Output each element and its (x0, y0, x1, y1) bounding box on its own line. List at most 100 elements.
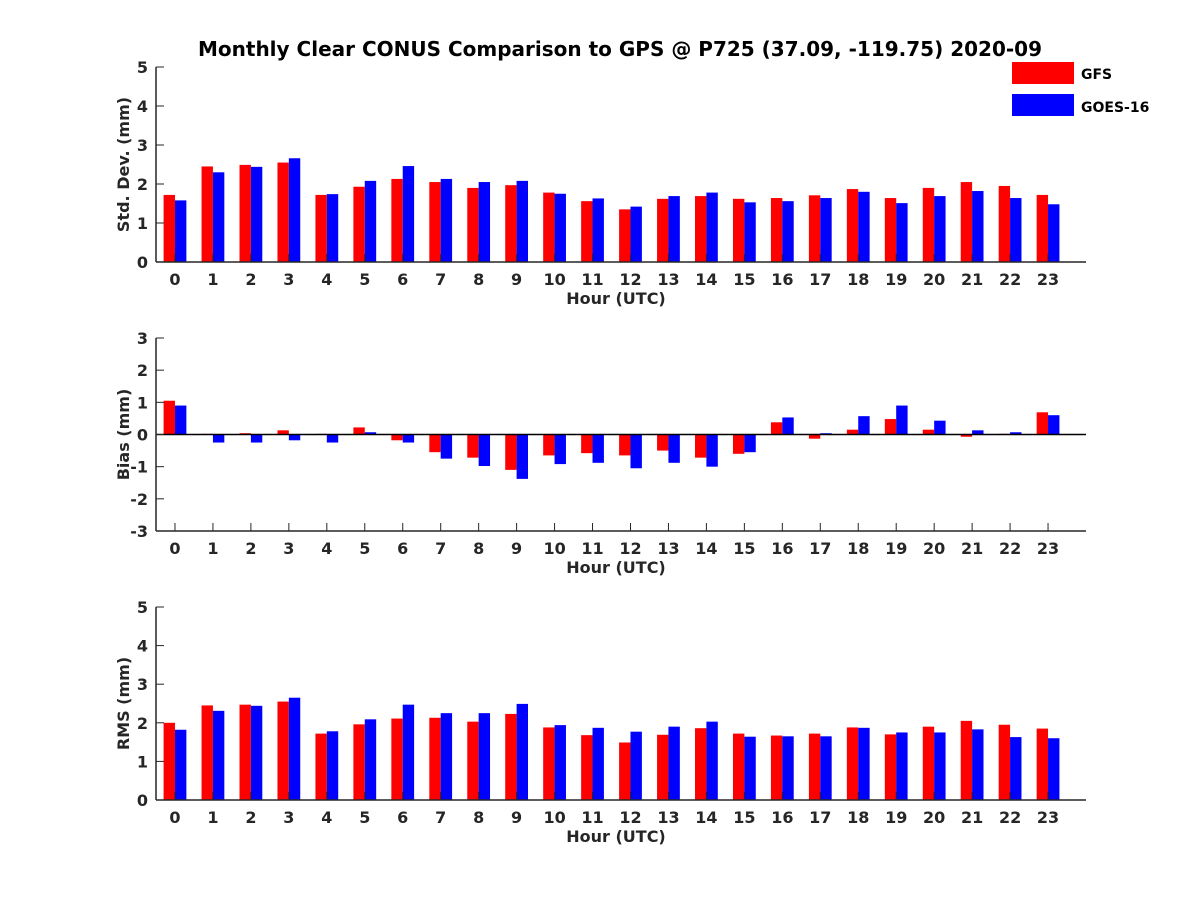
bar-1-gfs-12 (619, 434, 631, 456)
bar-1-goes16-23 (1048, 415, 1060, 435)
xtick-label-1-21: 21 (961, 539, 983, 558)
xtick-label-1-7: 7 (435, 539, 446, 558)
bar-0-goes16-7 (440, 178, 453, 262)
ytick-label-0-0: 0 (137, 253, 148, 272)
xtick-label-2-23: 23 (1037, 808, 1059, 827)
bar-2-goes16-8 (478, 713, 491, 800)
bar-0-goes16-12 (630, 206, 642, 262)
bar-0-gfs-14 (695, 196, 707, 262)
xlabel-0: Hour (UTC) (566, 289, 666, 308)
xtick-label-0-0: 0 (169, 270, 180, 289)
bar-2-gfs-8 (467, 721, 479, 800)
xtick-label-0-1: 1 (207, 270, 218, 289)
ytick-label-1-4: 1 (137, 393, 148, 412)
bar-0-gfs-21 (960, 182, 973, 262)
bar-2-goes16-2 (250, 705, 263, 800)
xtick-label-0-5: 5 (359, 270, 370, 289)
bar-2-gfs-10 (543, 727, 555, 800)
bar-2-goes16-18 (858, 727, 870, 800)
bar-0-goes16-6 (402, 166, 415, 262)
ytick-label-0-1: 1 (137, 214, 148, 233)
xtick-label-1-20: 20 (923, 539, 945, 558)
bar-0-goes16-0 (174, 200, 187, 262)
bar-1-goes16-2 (250, 434, 263, 443)
bar-1-gfs-0 (163, 400, 175, 435)
bar-2-gfs-11 (581, 735, 593, 800)
xtick-label-0-6: 6 (397, 270, 408, 289)
bar-1-gfs-19 (884, 419, 897, 435)
bar-0-goes16-23 (1048, 204, 1060, 262)
bar-0-goes16-13 (668, 196, 680, 262)
bar-1-gfs-18 (846, 429, 859, 435)
xtick-label-0-13: 13 (657, 270, 679, 289)
bar-2-goes16-1 (212, 710, 225, 800)
bar-2-goes16-16 (782, 736, 794, 800)
xtick-label-0-14: 14 (695, 270, 717, 289)
ytick-label-2-5: 5 (137, 598, 148, 617)
bar-2-gfs-15 (732, 733, 745, 800)
bar-0-goes16-4 (326, 194, 339, 262)
ytick-label-1-0: -3 (130, 522, 148, 541)
xtick-label-2-17: 17 (809, 808, 831, 827)
xtick-label-0-11: 11 (581, 270, 603, 289)
bar-1-goes16-9 (516, 434, 528, 479)
xtick-label-2-0: 0 (169, 808, 180, 827)
bar-2-gfs-18 (846, 727, 859, 800)
xtick-label-2-4: 4 (321, 808, 332, 827)
xtick-label-0-7: 7 (435, 270, 446, 289)
xtick-label-0-19: 19 (885, 270, 907, 289)
xtick-label-0-20: 20 (923, 270, 945, 289)
bar-0-goes16-9 (516, 180, 528, 262)
ytick-label-2-4: 4 (137, 637, 148, 656)
ytick-label-0-3: 3 (137, 136, 148, 155)
xtick-label-1-1: 1 (207, 539, 218, 558)
xtick-label-2-21: 21 (961, 808, 983, 827)
bar-2-gfs-5 (353, 724, 365, 800)
bar-0-gfs-12 (619, 209, 631, 262)
bar-0-goes16-22 (1010, 198, 1022, 262)
xtick-label-2-1: 1 (207, 808, 218, 827)
xtick-label-1-11: 11 (581, 539, 603, 558)
bar-1-goes16-11 (592, 434, 604, 463)
bar-1-goes16-12 (630, 434, 642, 469)
xtick-label-1-22: 22 (999, 539, 1021, 558)
bar-2-gfs-4 (315, 733, 327, 800)
xtick-label-2-11: 11 (581, 808, 603, 827)
bar-2-goes16-20 (934, 732, 946, 800)
legend-swatch-goes16 (1012, 94, 1074, 116)
xtick-label-1-4: 4 (321, 539, 332, 558)
bar-0-gfs-22 (998, 185, 1011, 262)
bar-1-gfs-10 (543, 434, 555, 456)
bar-2-gfs-13 (657, 734, 669, 800)
bar-1-gfs-16 (770, 422, 783, 435)
bar-1-goes16-20 (934, 420, 946, 435)
bar-1-goes16-21 (972, 430, 984, 435)
bar-1-goes16-8 (478, 434, 491, 467)
bar-1-goes16-13 (668, 434, 680, 463)
bar-1-gfs-9 (505, 434, 517, 470)
bar-2-goes16-15 (744, 736, 756, 800)
bar-0-gfs-1 (201, 166, 213, 262)
xtick-label-0-22: 22 (999, 270, 1021, 289)
bar-2-goes16-10 (554, 725, 566, 800)
xlabel-1: Hour (UTC) (566, 558, 666, 577)
bar-1-gfs-3 (277, 430, 289, 435)
xtick-label-2-14: 14 (695, 808, 717, 827)
bar-1-goes16-15 (744, 434, 756, 453)
ytick-label-0-2: 2 (137, 175, 148, 194)
bar-0-goes16-16 (782, 201, 794, 262)
bar-2-goes16-22 (1010, 737, 1022, 800)
bar-1-gfs-17 (808, 434, 821, 439)
bar-0-gfs-20 (922, 187, 935, 262)
bar-0-gfs-10 (543, 192, 555, 262)
ytick-label-2-0: 0 (137, 791, 148, 810)
bar-1-goes16-4 (326, 434, 339, 443)
bar-2-goes16-9 (516, 703, 528, 800)
ytick-label-1-1: -2 (130, 490, 148, 509)
bar-2-goes16-0 (174, 729, 187, 800)
bar-2-gfs-3 (277, 701, 289, 800)
bar-0-gfs-16 (770, 198, 783, 262)
bar-1-gfs-15 (732, 434, 745, 454)
bar-0-gfs-4 (315, 194, 327, 262)
